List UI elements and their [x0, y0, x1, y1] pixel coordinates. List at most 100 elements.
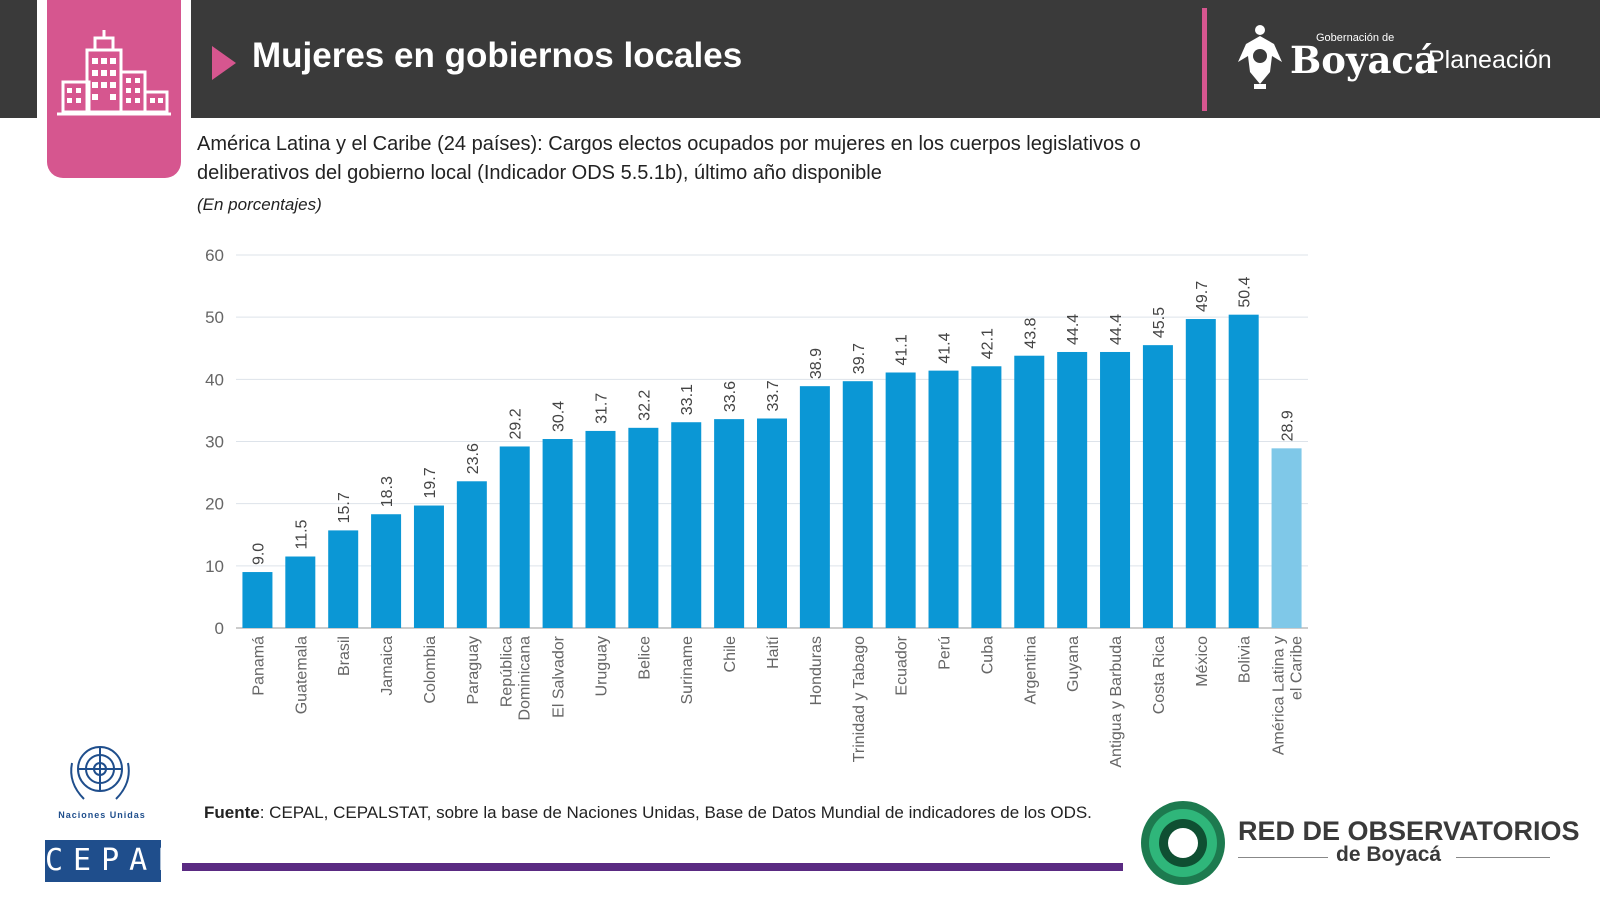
data-label: 45.5 — [1151, 307, 1168, 338]
data-label: 32.2 — [636, 390, 653, 421]
y-tick-label: 60 — [205, 246, 224, 265]
x-tick-label: Perú — [937, 636, 954, 670]
gov-name: Boyacá — [1290, 38, 1438, 82]
data-label: 15.7 — [336, 492, 353, 523]
x-tick-label: El Salvador — [551, 635, 568, 717]
un-label: Naciones Unidas — [58, 810, 146, 820]
data-label: 44.4 — [1065, 314, 1082, 345]
data-label: 50.4 — [1237, 276, 1254, 307]
bar — [1057, 351, 1088, 628]
x-tick-label: Suriname — [679, 636, 696, 705]
bar — [714, 419, 745, 628]
source-label: Fuente — [204, 803, 260, 822]
title-arrow-icon — [212, 46, 236, 80]
x-tick-label: Uruguay — [593, 636, 610, 696]
data-label: 30.4 — [551, 401, 568, 432]
x-tick-label: Guatemala — [293, 636, 310, 714]
x-tick-label: Dominicana — [517, 636, 534, 721]
chart-subtitle: (En porcentajes) — [197, 195, 322, 214]
bar — [1271, 448, 1302, 628]
footer-line — [182, 863, 1123, 871]
bar — [285, 556, 316, 628]
x-tick-label: Cuba — [979, 636, 996, 674]
data-label: 33.1 — [679, 384, 696, 415]
data-label: 11.5 — [293, 519, 310, 549]
observatory-rule-right — [1456, 857, 1550, 858]
data-label: 23.6 — [465, 443, 482, 474]
source-note: Fuente: CEPAL, CEPALSTAT, sobre la base … — [204, 803, 1092, 823]
bar — [1185, 319, 1216, 628]
gov-department: Planeación — [1428, 46, 1552, 74]
data-label: 41.1 — [894, 334, 911, 365]
data-label: 29.2 — [508, 408, 525, 439]
x-tick-label: Argentina — [1022, 636, 1039, 705]
bar — [585, 430, 616, 628]
data-label: 44.4 — [1108, 314, 1125, 345]
x-tick-label: Trinidad y Tabago — [851, 636, 868, 762]
data-label: 41.4 — [937, 332, 954, 363]
x-tick-label: Honduras — [808, 636, 825, 705]
x-tick-label: Antigua y Barbuda — [1108, 636, 1125, 768]
bar — [971, 366, 1002, 628]
cepal-logo: CEPAL — [45, 840, 175, 882]
x-tick-label: Ecuador — [894, 635, 911, 695]
un-emblem-icon — [70, 746, 130, 800]
y-tick-label: 40 — [205, 370, 224, 389]
bar — [371, 514, 402, 628]
x-tick-label: Costa Rica — [1151, 636, 1168, 714]
data-label: 33.7 — [765, 380, 782, 411]
x-tick-label: Paraguay — [465, 636, 482, 705]
observatory-ring-icon — [1141, 801, 1225, 885]
data-label: 9.0 — [250, 543, 267, 565]
x-tick-label: Jamaica — [379, 636, 396, 696]
bar — [1014, 355, 1045, 628]
bar — [1100, 351, 1131, 628]
header-bar — [191, 0, 1600, 118]
observatory-name: RED DE OBSERVATORIOS — [1238, 816, 1580, 846]
bar — [757, 418, 787, 628]
data-label: 43.8 — [1022, 317, 1039, 348]
bar — [885, 372, 916, 628]
bar — [242, 572, 273, 628]
data-label: 42.1 — [979, 328, 996, 359]
data-label: 19.7 — [422, 467, 439, 498]
y-tick-label: 20 — [205, 495, 224, 514]
source-text: : CEPAL, CEPALSTAT, sobre la base de Nac… — [259, 803, 1092, 822]
bar — [799, 386, 830, 628]
y-tick-label: 30 — [205, 433, 224, 452]
x-tick-label: el Caribe — [1289, 636, 1306, 700]
bar — [842, 381, 873, 628]
bar — [671, 422, 702, 628]
x-tick-label: República — [499, 636, 516, 707]
buildings-icon — [57, 30, 171, 116]
observatory-rule-left — [1238, 857, 1328, 858]
x-tick-label: México — [1194, 636, 1211, 687]
data-label: 38.9 — [808, 348, 825, 379]
bar — [542, 439, 573, 628]
data-label: 49.7 — [1194, 281, 1211, 312]
data-label: 39.7 — [851, 343, 868, 374]
bar — [928, 370, 959, 628]
bar — [413, 505, 444, 628]
y-tick-label: 50 — [205, 308, 224, 327]
data-label: 33.6 — [722, 381, 739, 412]
bar — [456, 481, 487, 628]
x-tick-label: Guyana — [1065, 636, 1082, 692]
y-tick-label: 10 — [205, 557, 224, 576]
data-label: 31.7 — [593, 393, 610, 424]
x-tick-label: Belice — [636, 636, 653, 680]
bar — [328, 530, 359, 628]
bar — [499, 446, 530, 628]
x-tick-label: Chile — [722, 636, 739, 673]
x-tick-label: Bolivia — [1237, 636, 1254, 683]
gov-small-label: Gobernación de — [1316, 32, 1395, 44]
bar — [1142, 345, 1173, 628]
bar-chart: 0 10 20 30 40 50 60 9.0 Panamá 11.5 Guatemala 15.7 B… — [205, 246, 1308, 768]
buildings-icon-tile — [47, 0, 181, 178]
observatory-subname: de Boyacá — [1336, 843, 1442, 866]
chart-title: América Latina y el Caribe (24 países): … — [197, 133, 1141, 184]
y-tick-label: 0 — [215, 619, 224, 638]
page-title: Mujeres en gobiernos locales — [252, 36, 743, 75]
eagle-crest-icon — [1238, 25, 1282, 89]
bar — [628, 427, 659, 628]
